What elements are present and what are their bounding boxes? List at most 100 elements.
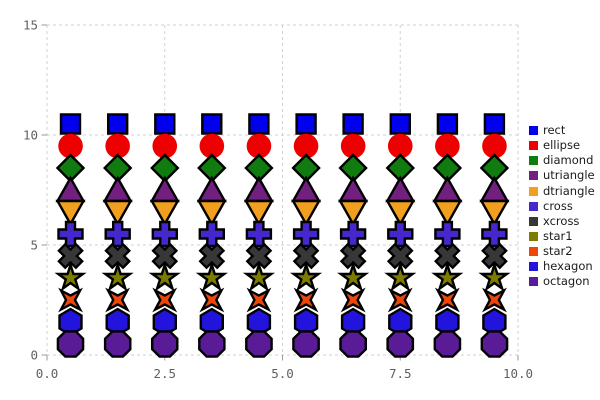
series-dtriangle <box>55 199 510 227</box>
legend-item-star2: star2 <box>529 244 595 259</box>
marker-rect <box>59 113 82 135</box>
y-tick-label: 5 <box>30 238 38 253</box>
marker-utriangle <box>338 175 369 203</box>
marker-star1 <box>195 261 228 292</box>
marker-rect <box>154 113 176 135</box>
marker-star2 <box>246 287 272 313</box>
axis-tick-labels: 0.0 2.5 5.0 7.5 10.0 0 5 10 15 <box>23 18 533 382</box>
marker-xcross <box>339 242 367 270</box>
marker-octagon <box>386 330 415 358</box>
legend-label: star2 <box>543 244 573 259</box>
legend-label: cross <box>543 198 573 213</box>
axis-ticks <box>41 24 519 361</box>
marker-rect <box>483 113 506 135</box>
marker-star1 <box>431 261 464 292</box>
marker-cross <box>292 220 320 248</box>
legend-swatch-star2 <box>529 247 538 257</box>
legend-swatch-diamond <box>529 156 538 166</box>
marker-dtriangle <box>338 199 369 227</box>
legend-item-rect: rect <box>529 123 595 138</box>
marker-star1 <box>384 261 417 292</box>
marker-star1 <box>54 261 87 292</box>
marker-star1 <box>478 261 511 292</box>
marker-utriangle <box>55 175 86 203</box>
marker-dtriangle <box>291 199 322 227</box>
marker-utriangle <box>196 175 227 203</box>
x-tick-label: 2.5 <box>153 366 176 381</box>
marker-ellipse <box>105 133 130 159</box>
marker-star2 <box>482 287 507 313</box>
legend-label: hexagon <box>543 259 593 274</box>
marker-octagon <box>292 330 320 358</box>
marker-xcross <box>481 242 508 270</box>
legend-swatch-utriangle <box>529 171 538 181</box>
legend-swatch-octagon <box>529 277 538 287</box>
marker-star1 <box>289 261 323 292</box>
x-tick-label: 5.0 <box>271 366 294 381</box>
series-ellipse <box>58 133 507 159</box>
marker-utriangle <box>149 175 180 203</box>
marker-ellipse <box>482 133 507 159</box>
marker-ellipse <box>58 133 83 159</box>
legend-item-octagon: octagon <box>529 274 595 289</box>
marker-octagon <box>433 330 462 358</box>
marker-octagon <box>480 330 509 358</box>
y-tick-label: 0 <box>30 348 38 363</box>
marker-star2 <box>152 287 178 313</box>
marker-star1 <box>337 261 370 292</box>
legend-label: dtriangle <box>543 183 595 198</box>
series-star1 <box>54 261 511 292</box>
marker-ellipse <box>293 133 319 159</box>
marker-cross <box>245 220 273 248</box>
marker-xcross <box>292 242 320 270</box>
marker-star2 <box>387 287 413 313</box>
marker-cross <box>57 220 84 248</box>
marker-xcross <box>104 242 131 270</box>
marker-octagon <box>198 330 226 358</box>
marker-star1 <box>242 261 276 292</box>
marker-dtriangle <box>432 199 463 227</box>
marker-octagon <box>339 330 367 358</box>
marker-dtriangle <box>385 199 416 227</box>
legend-label: xcross <box>543 213 580 228</box>
marker-star2 <box>58 287 83 313</box>
legend-label: utriangle <box>543 168 595 183</box>
legend-label: diamond <box>543 153 594 168</box>
y-tick-label: 10 <box>23 128 38 143</box>
legend-label: ellipse <box>543 138 581 153</box>
marker-xcross <box>198 242 226 270</box>
marker-dtriangle <box>479 199 510 227</box>
marker-utriangle <box>432 175 463 203</box>
legend-swatch-ellipse <box>529 141 538 151</box>
marker-dtriangle <box>243 199 274 227</box>
marker-utriangle <box>385 175 416 203</box>
marker-octagon <box>245 330 273 358</box>
marker-octagon <box>56 330 85 358</box>
marker-dtriangle <box>196 199 227 227</box>
legend-label: octagon <box>543 274 590 289</box>
marker-utriangle <box>291 175 322 203</box>
marker-xcross <box>57 242 84 270</box>
x-tick-label: 10.0 <box>503 366 533 381</box>
marker-ellipse <box>199 133 225 159</box>
legend-item-dtriangle: dtriangle <box>529 184 595 199</box>
marker-octagon <box>150 330 179 358</box>
x-tick-label: 7.5 <box>389 366 412 381</box>
legend-swatch-cross <box>529 201 538 211</box>
marker-star2 <box>340 287 366 313</box>
marker-xcross <box>386 242 414 270</box>
series-octagon <box>56 330 509 358</box>
marker-utriangle <box>102 175 133 203</box>
marker-rect <box>106 113 129 135</box>
marker-rect <box>389 113 411 135</box>
marker-ellipse <box>152 133 178 159</box>
legend-item-utriangle: utriangle <box>529 168 595 183</box>
marker-cross <box>151 220 179 248</box>
legend-item-cross: cross <box>529 199 595 214</box>
marker-octagon <box>103 330 132 358</box>
series-diamond <box>55 153 510 183</box>
legend-item-star1: star1 <box>529 229 595 244</box>
marker-utriangle <box>479 175 510 203</box>
marker-rect <box>295 113 317 135</box>
